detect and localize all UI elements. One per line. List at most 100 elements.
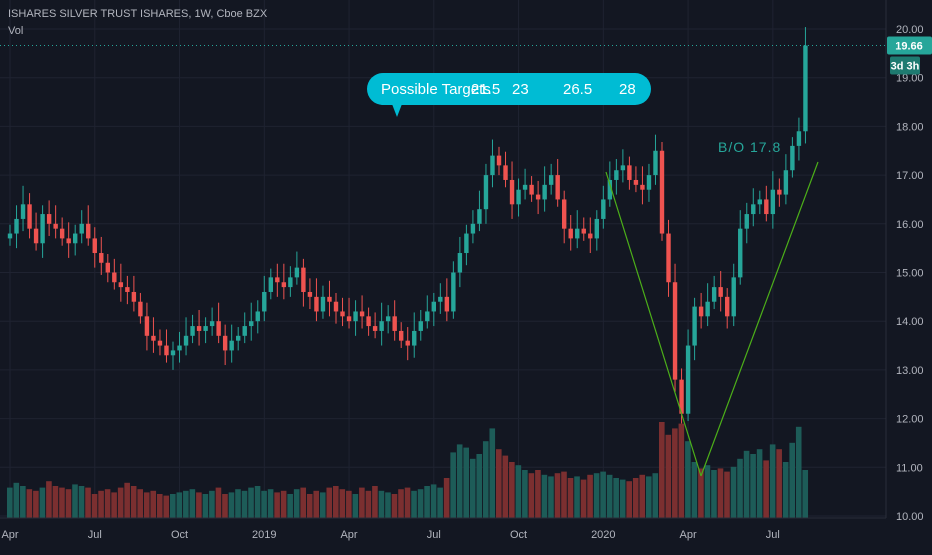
price-tick-label: 13.00 — [896, 365, 924, 377]
volume-bar — [78, 486, 85, 518]
candle-body — [307, 291, 313, 297]
volume-bar — [652, 473, 659, 518]
candle-body — [99, 253, 104, 263]
candle — [646, 163, 652, 202]
candle-body — [288, 277, 293, 288]
volume-bar — [267, 489, 274, 518]
volume-bar — [411, 490, 417, 518]
candle — [640, 166, 645, 205]
candle — [118, 263, 124, 302]
candle-body — [640, 184, 645, 190]
candle-body — [170, 350, 176, 356]
candle — [601, 185, 606, 229]
volume-bar — [782, 462, 789, 518]
time-tick-label: Apr — [680, 529, 697, 541]
candle — [412, 312, 417, 358]
candle-body — [790, 145, 795, 171]
candle — [320, 285, 326, 319]
candle-body — [757, 199, 762, 205]
price-tick-label: 12.00 — [896, 414, 924, 426]
candle-body — [340, 311, 345, 317]
candle — [764, 185, 769, 222]
volume-bar — [476, 454, 483, 518]
volume-bar — [26, 489, 33, 518]
candle-body — [470, 223, 476, 234]
candle — [7, 224, 13, 246]
candle-body — [464, 233, 469, 254]
candle — [620, 149, 626, 183]
candle — [803, 27, 808, 144]
candle — [53, 205, 58, 239]
candle — [516, 178, 521, 217]
candle-body — [138, 301, 143, 317]
candle-body — [216, 321, 221, 336]
candle-body — [196, 326, 202, 331]
candle — [177, 331, 182, 363]
volume-bar — [685, 441, 691, 518]
candle — [672, 263, 678, 392]
time-tick-label: Jul — [766, 529, 780, 541]
candle-body — [607, 179, 613, 200]
candle-body — [705, 301, 710, 317]
candle-body — [151, 335, 156, 341]
candle — [575, 210, 580, 249]
volume-bar — [626, 481, 632, 518]
candle — [399, 322, 404, 348]
volume-bar — [698, 468, 704, 518]
time-tick-label: Jul — [88, 529, 102, 541]
volume-bar — [730, 466, 737, 518]
volume-bar — [522, 470, 528, 518]
candle — [346, 297, 352, 329]
candle-body — [385, 316, 391, 322]
time-tick-label: Jul — [427, 529, 441, 541]
chart-title: ISHARES SILVER TRUST ISHARES, 1W, Cboe B… — [8, 8, 268, 20]
candle-body — [40, 214, 45, 244]
volume-bar — [430, 484, 437, 518]
candle — [33, 212, 39, 251]
candle — [477, 190, 482, 232]
candle-body — [112, 272, 117, 283]
candle-body — [575, 228, 580, 239]
volume-bar — [496, 449, 502, 518]
candle-body — [20, 204, 26, 219]
price-tick-label: 16.00 — [896, 219, 924, 231]
candle-body — [164, 345, 169, 356]
volume-bar — [333, 486, 339, 518]
candle-body — [672, 282, 678, 380]
volume-bar — [137, 489, 143, 518]
candle — [27, 193, 32, 239]
volume-bar — [509, 462, 515, 518]
price-tick-label: 20.00 — [896, 24, 924, 36]
volume-bar — [124, 482, 130, 518]
volume-bar — [65, 489, 72, 518]
volume-bar — [417, 489, 424, 518]
candle — [666, 219, 671, 297]
candle — [392, 300, 397, 341]
candle — [144, 302, 150, 351]
volume-bar — [535, 470, 541, 518]
volume-bar — [802, 470, 809, 518]
candle — [568, 215, 573, 251]
volume-bar — [46, 481, 52, 518]
candle-body — [777, 189, 782, 195]
candle-body — [125, 287, 130, 292]
candle-body — [659, 150, 665, 234]
volume-bar — [763, 460, 769, 518]
candle-body — [399, 330, 404, 341]
candle-body — [222, 335, 228, 351]
candle-body — [353, 311, 358, 322]
candle — [262, 275, 267, 322]
volume-bar — [280, 490, 287, 518]
volume-bar — [170, 494, 176, 518]
volume-bar — [750, 454, 756, 518]
candle-body — [751, 204, 756, 215]
volume-bar — [196, 492, 202, 518]
candle — [294, 251, 300, 285]
time-tick-label: 2020 — [591, 529, 615, 541]
volume-bar — [7, 487, 13, 518]
time-tick-label: Apr — [340, 529, 357, 541]
candle-body — [418, 321, 423, 331]
